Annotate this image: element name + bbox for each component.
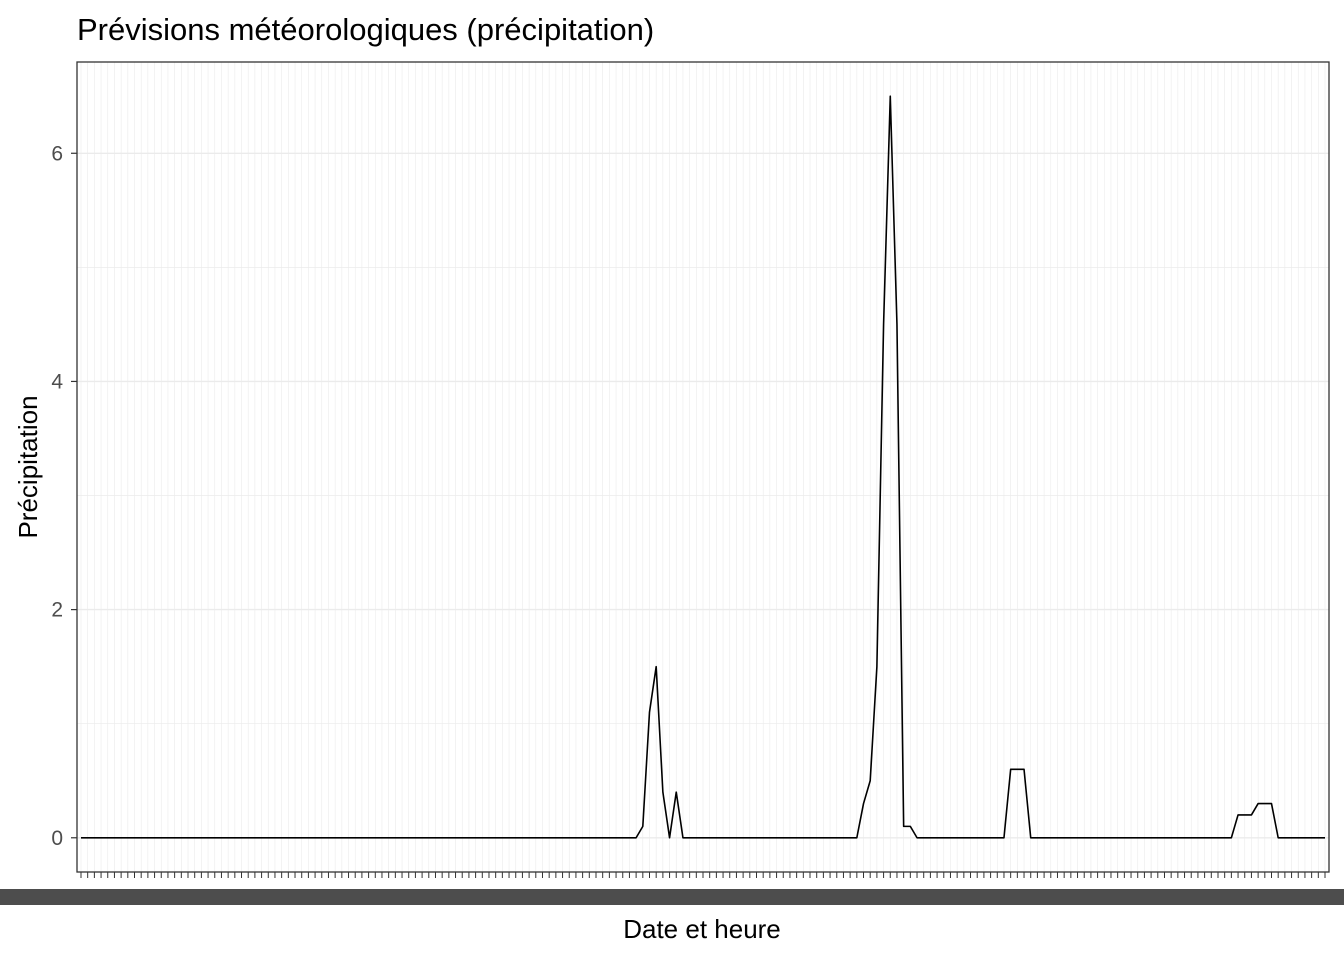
grid-lines [77, 62, 1329, 872]
series-layer [81, 95, 1325, 839]
y-tick-label: 2 [51, 599, 63, 622]
y-tick-label: 0 [51, 827, 63, 850]
series-line-precipitation [81, 95, 1325, 839]
x-axis-title: Date et heure [623, 914, 781, 944]
chart-title: Prévisions météorologiques (précipitatio… [77, 12, 654, 47]
y-axis-title: Précipitation [13, 395, 43, 538]
y-tick-label: 4 [51, 370, 63, 393]
x-axis [0, 872, 1344, 905]
x-tick-labels-overlapping [0, 889, 1344, 905]
y-axis: 0 2 4 6 [51, 142, 77, 850]
y-tick-label: 6 [51, 142, 63, 165]
